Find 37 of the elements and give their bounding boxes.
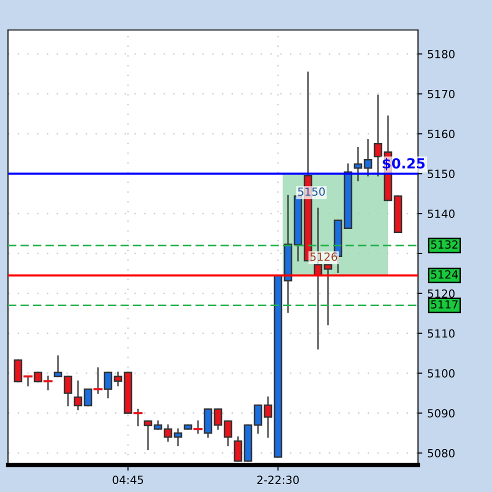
y-tick-label: 5160 bbox=[428, 130, 455, 138]
y-tick-label: 5080 bbox=[428, 449, 455, 458]
candlestick bbox=[144, 420, 152, 450]
y-tick-label: 5100 bbox=[428, 369, 455, 378]
y-tick-label: 5170 bbox=[428, 90, 455, 98]
ref-line-label: 5117 bbox=[431, 300, 458, 309]
candlestick bbox=[174, 428, 182, 446]
y-tick-label: 5150 bbox=[428, 170, 455, 178]
candlestick bbox=[114, 372, 122, 386]
candlestick bbox=[254, 404, 262, 434]
candlestick bbox=[74, 380, 82, 410]
candlestick bbox=[214, 408, 222, 430]
candlestick bbox=[104, 372, 112, 398]
candlestick bbox=[164, 424, 172, 442]
candlestick bbox=[264, 396, 272, 438]
candlestick bbox=[54, 355, 62, 378]
annotation: $0.25 bbox=[382, 158, 425, 170]
y-tick-label: 5110 bbox=[428, 329, 455, 338]
candlestick bbox=[234, 436, 242, 462]
y-tick-label: 5140 bbox=[428, 210, 455, 218]
candlestick bbox=[354, 147, 362, 182]
candlestick bbox=[364, 139, 372, 176]
ref-line-label: 5124 bbox=[431, 270, 458, 279]
y-tick-label: 5120 bbox=[428, 289, 455, 298]
candlestick bbox=[324, 264, 332, 326]
annotation: 5126 bbox=[310, 252, 338, 261]
ref-line-label: 5132 bbox=[431, 240, 458, 249]
candlestick bbox=[224, 420, 232, 446]
candlestick bbox=[374, 94, 382, 176]
y-tick-label: 5090 bbox=[428, 409, 455, 418]
annotation: 5150 bbox=[298, 187, 325, 196]
candlestick bbox=[64, 376, 72, 406]
x-tick-label: 2-22:30 bbox=[257, 476, 299, 484]
y-tick-label: 5180 bbox=[428, 50, 455, 58]
candlestick bbox=[84, 388, 92, 406]
x-tick-label: 04:45 bbox=[112, 476, 144, 484]
candlestick bbox=[204, 408, 212, 438]
